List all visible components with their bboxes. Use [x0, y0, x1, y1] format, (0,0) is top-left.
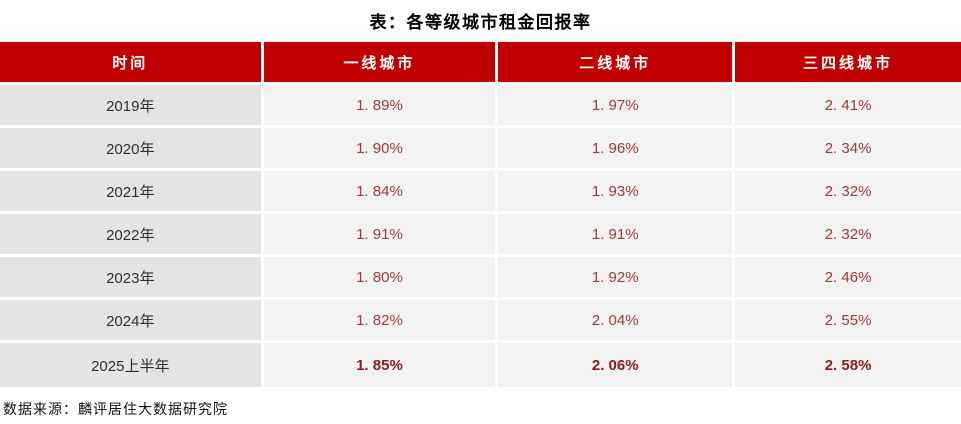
year-cell: 2024年: [0, 300, 261, 340]
header-cell-tier2: 二线城市: [498, 42, 733, 82]
rent-return-table: 时间 一线城市 二线城市 三四线城市 2019年 1. 89% 1. 97% 2…: [0, 42, 961, 387]
value-cell: 2. 06%: [498, 343, 733, 387]
header-cell-tier34: 三四线城市: [735, 42, 961, 82]
year-cell: 2019年: [0, 85, 261, 125]
source-note: 数据来源：麟评居住大数据研究院: [3, 403, 228, 418]
year-cell: 2020年: [0, 128, 261, 168]
value-cell: 2. 04%: [498, 300, 733, 340]
page-title: 表：各等级城市租金回报率: [369, 13, 592, 32]
value-cell: 1. 84%: [263, 171, 496, 211]
value-cell: 2. 55%: [735, 300, 961, 340]
header-cell-tier1: 一线城市: [263, 42, 496, 82]
value-cell: 2. 34%: [735, 128, 961, 168]
value-cell: 2. 58%: [735, 343, 961, 387]
value-cell: 1. 91%: [498, 214, 733, 254]
year-cell: 2022年: [0, 214, 261, 254]
value-cell: 1. 92%: [498, 257, 733, 297]
year-cell: 2023年: [0, 257, 261, 297]
year-cell: 2025上半年: [0, 343, 261, 387]
value-cell: 2. 32%: [735, 214, 961, 254]
value-cell: 2. 41%: [735, 85, 961, 125]
value-cell: 1. 82%: [263, 300, 496, 340]
value-cell: 1. 96%: [498, 128, 733, 168]
header-cell-time: 时间: [0, 42, 261, 82]
value-cell: 1. 85%: [263, 343, 496, 387]
value-cell: 1. 80%: [263, 257, 496, 297]
value-cell: 2. 46%: [735, 257, 961, 297]
value-cell: 1. 89%: [263, 85, 496, 125]
value-cell: 1. 97%: [498, 85, 733, 125]
value-cell: 1. 93%: [498, 171, 733, 211]
value-cell: 1. 91%: [263, 214, 496, 254]
value-cell: 1. 90%: [263, 128, 496, 168]
value-cell: 2. 32%: [735, 171, 961, 211]
year-cell: 2021年: [0, 171, 261, 211]
